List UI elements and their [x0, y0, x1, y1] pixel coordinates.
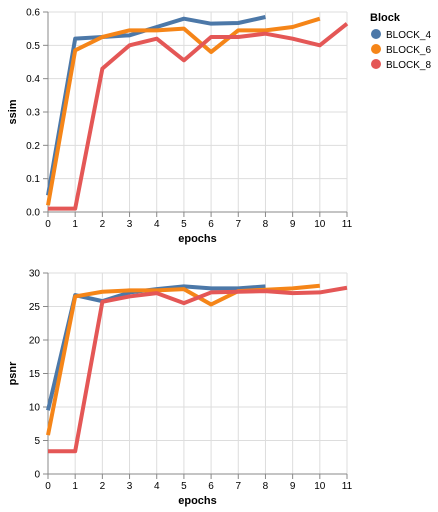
ssim-series-line-block-6	[46, 16, 321, 206]
psnr-y-axis-title: psnr	[7, 361, 19, 386]
ssim-y-tick-label: 0.4	[26, 74, 40, 85]
legend-swatch-block-4	[371, 29, 381, 39]
ssim-x-tick-label: 11	[342, 219, 353, 230]
ssim-x-tick-label: 0	[45, 219, 51, 230]
ssim-x-tick-label: 4	[154, 219, 160, 230]
ssim-y-tick-label: 0.5	[26, 41, 40, 52]
ssim-y-tick-label: 0.1	[26, 174, 40, 185]
legend-swatch-block-8	[371, 59, 381, 69]
ssim-chart-panel: 0 1 2 3 4 5 6 7 8 9 10 11 0.0 0.1 0.2 0.3 0.4 0.5 0.6 epoch…	[7, 8, 353, 246]
legend-label-block-8: BLOCK_8	[386, 60, 431, 71]
psnr-x-tick-label: 7	[235, 481, 241, 492]
ssim-series-line-block-4	[46, 15, 266, 196]
psnr-x-tick-label: 10	[314, 481, 326, 492]
psnr-series-line-block-6	[46, 283, 321, 436]
psnr-y-tick-label: 10	[29, 403, 41, 414]
psnr-chart-panel: 0 1 2 3 4 5 6 7 8 9 10 11 0 5 10 15 20 25 30 epochs psnr	[7, 269, 353, 508]
ssim-y-tick-label: 0.0	[26, 208, 40, 219]
ssim-x-tick-label: 6	[208, 219, 214, 230]
psnr-y-tick-label: 30	[29, 269, 41, 280]
ssim-y-axis-title: ssim	[7, 99, 19, 124]
ssim-x-tick-label: 1	[72, 219, 78, 230]
psnr-y-tick-label: 15	[29, 369, 41, 380]
psnr-x-tick-label: 2	[100, 481, 106, 492]
legend: Block BLOCK_4 BLOCK_6 BLOCK_8	[370, 12, 431, 71]
psnr-y-tick-label: 5	[34, 436, 40, 447]
psnr-x-tick-label: 3	[127, 481, 133, 492]
ssim-y-tick-label: 0.2	[26, 141, 40, 152]
ssim-x-tick-label: 3	[127, 219, 133, 230]
legend-label-block-6: BLOCK_6	[386, 45, 431, 56]
ssim-x-tick-label: 2	[100, 219, 106, 230]
psnr-x-tick-label: 11	[342, 481, 353, 492]
ssim-x-axis-title: epochs	[178, 233, 217, 245]
ssim-y-tick-label: 0.3	[26, 108, 40, 119]
ssim-x-tick-label: 5	[181, 219, 187, 230]
psnr-x-tick-label: 6	[208, 481, 214, 492]
legend-title: Block	[370, 12, 401, 24]
psnr-x-axis-title: epochs	[178, 495, 217, 507]
ssim-series-line-block-8	[48, 22, 349, 211]
legend-swatch-block-6	[371, 44, 381, 54]
psnr-x-tick-label: 9	[290, 481, 296, 492]
ssim-x-tick-label: 8	[263, 219, 269, 230]
psnr-y-tick-label: 25	[29, 302, 41, 313]
psnr-y-tick-label: 0	[34, 470, 40, 481]
psnr-y-tick-label: 20	[29, 336, 41, 347]
ssim-x-tick-label: 10	[314, 219, 326, 230]
ssim-y-tick-label: 0.6	[26, 8, 40, 19]
psnr-x-tick-label: 1	[72, 481, 78, 492]
ssim-x-tick-label: 9	[290, 219, 296, 230]
psnr-x-tick-label: 4	[154, 481, 160, 492]
psnr-x-tick-label: 5	[181, 481, 187, 492]
psnr-x-tick-label: 0	[45, 481, 51, 492]
ssim-x-tick-label: 7	[235, 219, 241, 230]
psnr-series-line-block-8	[48, 285, 348, 454]
legend-label-block-4: BLOCK_4	[386, 30, 431, 41]
psnr-x-tick-label: 8	[263, 481, 269, 492]
